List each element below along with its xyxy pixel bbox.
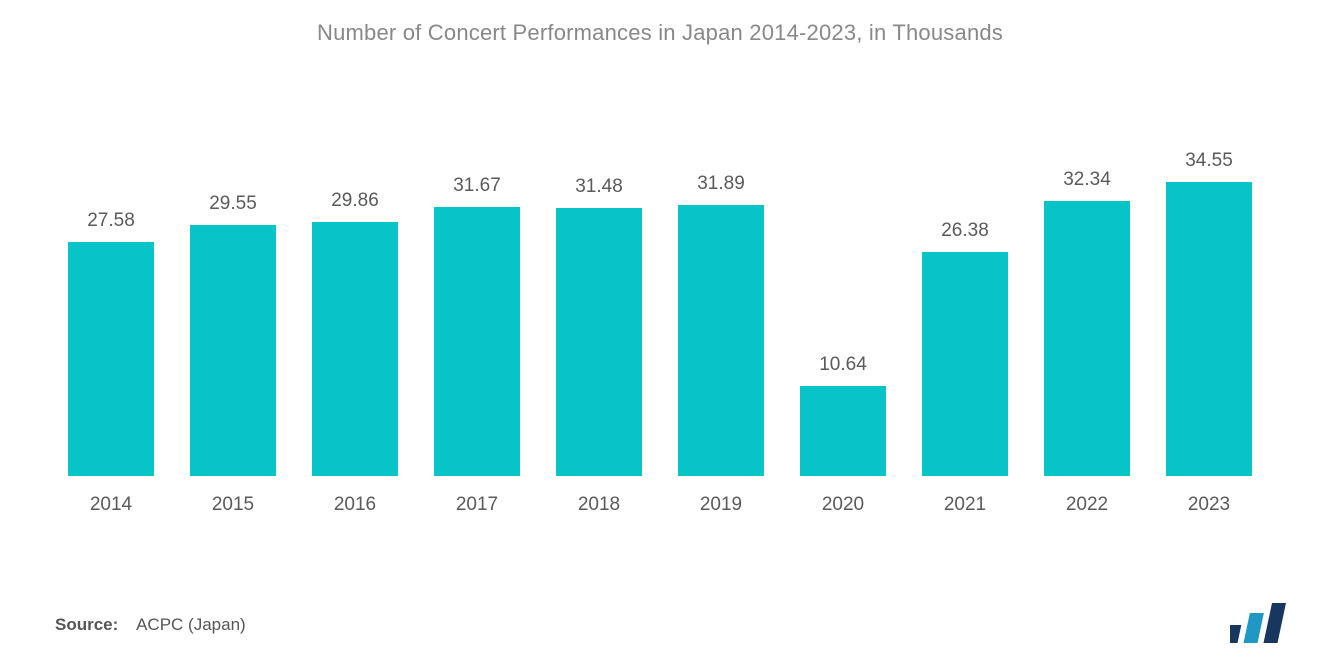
bar <box>678 205 763 476</box>
source-prefix: Source: <box>55 615 118 634</box>
bar <box>312 222 397 476</box>
bar <box>1044 201 1129 476</box>
bar-value-label: 34.55 <box>1185 150 1233 172</box>
brand-logo <box>1230 603 1290 643</box>
bar-column: 29.86 2016 <box>294 96 416 516</box>
bar-value-label: 29.55 <box>209 193 257 215</box>
bar-value-label: 31.67 <box>453 175 501 197</box>
bar-column: 26.38 2021 <box>904 96 1026 516</box>
bar <box>434 207 519 476</box>
bar-value-label: 31.48 <box>575 176 623 198</box>
bar-column: 10.64 2020 <box>782 96 904 516</box>
bar-column: 31.89 2019 <box>660 96 782 516</box>
bar-value-label: 10.64 <box>819 354 867 376</box>
bar <box>190 225 275 476</box>
bar-category-label: 2021 <box>944 494 986 516</box>
bar-category-label: 2018 <box>578 494 620 516</box>
bar-category-label: 2014 <box>90 494 132 516</box>
bar-value-label: 29.86 <box>331 190 379 212</box>
bar-column: 32.34 2022 <box>1026 96 1148 516</box>
bar-column: 29.55 2015 <box>172 96 294 516</box>
bar <box>922 252 1007 476</box>
bar-category-label: 2022 <box>1066 494 1108 516</box>
bar-category-label: 2020 <box>822 494 864 516</box>
source-text: ACPC (Japan) <box>136 615 246 634</box>
chart-title: Number of Concert Performances in Japan … <box>40 20 1280 46</box>
bar-chart: Number of Concert Performances in Japan … <box>40 20 1280 580</box>
bar-column: 27.58 2014 <box>50 96 172 516</box>
bar-value-label: 32.34 <box>1063 169 1111 191</box>
bar <box>556 208 641 476</box>
bar-column: 31.67 2017 <box>416 96 538 516</box>
bar-category-label: 2023 <box>1188 494 1230 516</box>
bar-column: 34.55 2023 <box>1148 96 1270 516</box>
bar-column: 31.48 2018 <box>538 96 660 516</box>
bar-value-label: 31.89 <box>697 173 745 195</box>
bar-value-label: 27.58 <box>87 210 135 232</box>
plot-area: 27.58 2014 29.55 2015 29.86 2016 31.67 2017 31.4… <box>40 96 1280 516</box>
source-attribution: Source: ACPC (Japan) <box>55 615 246 635</box>
bar <box>800 386 885 476</box>
bar-category-label: 2017 <box>456 494 498 516</box>
bar-value-label: 26.38 <box>941 220 989 242</box>
bar <box>1166 182 1251 476</box>
bar-category-label: 2015 <box>212 494 254 516</box>
bar-category-label: 2019 <box>700 494 742 516</box>
bar <box>68 242 153 476</box>
bar-category-label: 2016 <box>334 494 376 516</box>
